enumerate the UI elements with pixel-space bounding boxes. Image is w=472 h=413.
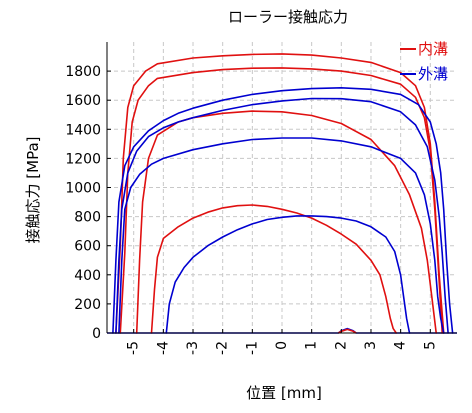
y-tick-label: 1200 — [65, 151, 101, 167]
legend-label: 外溝 — [418, 65, 448, 83]
legend-label: 内溝 — [418, 40, 448, 58]
x-tick-label: 0 — [274, 341, 290, 350]
series-group — [107, 53, 457, 334]
x-axis-title: 位置 [mm] — [246, 384, 322, 402]
series-line — [118, 137, 445, 334]
y-tick-label: 1600 — [65, 93, 101, 109]
x-tick-label: 5 — [422, 341, 438, 350]
series-line — [119, 67, 444, 334]
x-tick-label: 3 — [363, 341, 379, 350]
y-tick-label: 400 — [74, 268, 101, 284]
x-tick-label: 1 — [304, 341, 320, 350]
baseline-line — [337, 328, 357, 334]
x-tick-label: -4 — [155, 341, 171, 355]
y-tick-label: 0 — [92, 326, 101, 342]
chart-title: ローラー接触応力 — [228, 8, 348, 26]
x-tick-label: 2 — [333, 341, 349, 350]
y-tick-label: 1000 — [65, 181, 101, 197]
axes — [106, 42, 457, 334]
x-tick-label: 4 — [393, 341, 409, 350]
y-tick-label: 200 — [74, 297, 101, 313]
y-tick-label: 600 — [74, 239, 101, 255]
grid-lines — [107, 42, 457, 334]
series-line — [165, 215, 411, 334]
series-line — [115, 53, 445, 334]
series-line — [135, 110, 438, 334]
x-tick-label: -1 — [244, 341, 260, 355]
y-axis-title: 接触応力 [MPa] — [24, 137, 42, 244]
y-tick-label: 800 — [74, 210, 101, 226]
x-tick-label: -5 — [126, 341, 142, 355]
y-tick-label: 1800 — [65, 64, 101, 80]
x-tick-label: -2 — [215, 341, 231, 355]
series-line — [115, 97, 449, 334]
series-line — [150, 204, 398, 334]
series-line — [112, 87, 454, 334]
x-tick-label: -3 — [185, 341, 201, 355]
y-tick-label: 1400 — [65, 122, 101, 138]
